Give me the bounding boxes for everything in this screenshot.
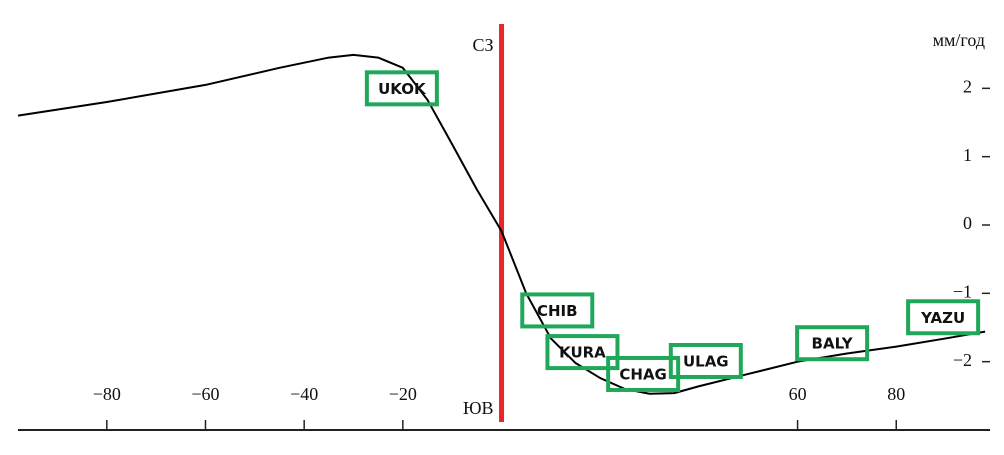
x-tick-label: −40 (290, 384, 318, 404)
station-box (606, 355, 681, 392)
station-box (545, 334, 620, 371)
station-label: CHIB (537, 302, 578, 320)
divider-top-label: СЗ (473, 35, 494, 55)
station-label: YAZU (920, 309, 965, 327)
x-tick-label: −20 (389, 384, 417, 404)
y-tick-label: −1 (953, 281, 972, 301)
x-tick-label: −60 (191, 384, 219, 404)
station-box (668, 342, 743, 379)
station-box (906, 299, 981, 336)
profile-line (17, 53, 986, 395)
station-box (795, 325, 870, 362)
y-tick-label: 2 (963, 76, 972, 96)
y-tick-label: 1 (963, 145, 972, 165)
y-tick-label: −2 (953, 350, 972, 370)
x-tick-label: −80 (93, 384, 121, 404)
station-box (520, 292, 595, 329)
x-tick-label: 80 (887, 384, 905, 404)
station-label: ULAG (683, 352, 729, 370)
divider-bottom-label: ЮВ (463, 398, 494, 418)
station-label: KURA (559, 344, 606, 362)
y-axis-label: мм/год (933, 30, 985, 50)
station-label: UKOK (378, 80, 427, 98)
station-label: CHAG (619, 365, 666, 383)
station-label: BALY (812, 335, 854, 353)
x-tick-label: 60 (789, 384, 807, 404)
station-box (364, 70, 439, 107)
y-tick-label: 0 (963, 213, 972, 233)
